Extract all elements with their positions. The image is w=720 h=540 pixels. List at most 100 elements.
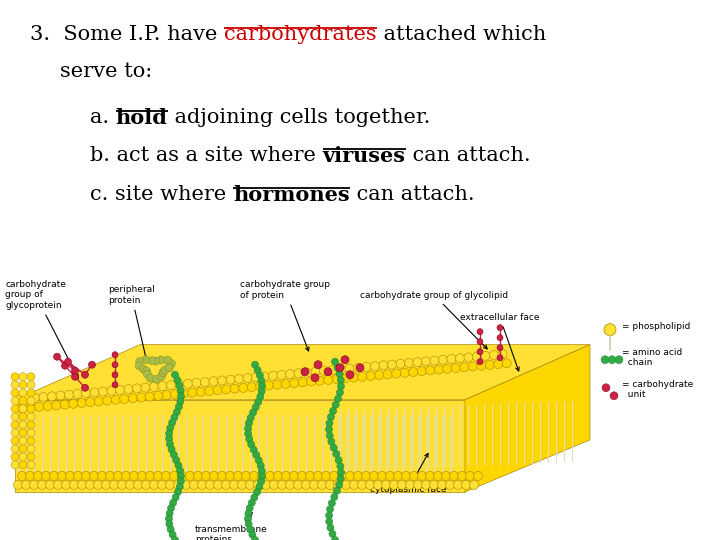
Circle shape <box>205 481 215 489</box>
Text: = carbohydrate
  unit: = carbohydrate unit <box>622 380 693 400</box>
Circle shape <box>330 407 336 414</box>
Circle shape <box>334 364 341 372</box>
Circle shape <box>390 481 398 489</box>
Circle shape <box>301 368 309 376</box>
Circle shape <box>68 399 78 408</box>
Circle shape <box>258 382 266 389</box>
Circle shape <box>441 471 451 481</box>
Circle shape <box>307 377 316 386</box>
Circle shape <box>186 471 194 481</box>
Circle shape <box>468 362 477 371</box>
Circle shape <box>286 369 294 379</box>
Circle shape <box>277 481 287 489</box>
Circle shape <box>345 364 354 373</box>
Circle shape <box>410 471 418 481</box>
Circle shape <box>327 524 334 531</box>
Circle shape <box>73 389 82 399</box>
Circle shape <box>11 437 19 445</box>
Circle shape <box>141 383 150 392</box>
Circle shape <box>165 364 173 372</box>
Circle shape <box>409 368 418 376</box>
Circle shape <box>171 451 177 458</box>
Circle shape <box>125 481 135 489</box>
Circle shape <box>260 372 269 381</box>
Circle shape <box>65 358 71 365</box>
Circle shape <box>27 381 35 389</box>
Circle shape <box>166 441 174 448</box>
Circle shape <box>369 471 379 481</box>
Circle shape <box>73 471 83 481</box>
Circle shape <box>490 350 498 360</box>
Circle shape <box>246 481 254 489</box>
Circle shape <box>400 368 409 377</box>
Circle shape <box>326 432 333 439</box>
Circle shape <box>166 515 173 522</box>
Circle shape <box>170 499 176 506</box>
Circle shape <box>163 356 171 364</box>
Circle shape <box>166 510 173 517</box>
Circle shape <box>379 361 388 370</box>
Circle shape <box>143 370 151 378</box>
Circle shape <box>19 413 27 421</box>
Text: adjoining cells together.: adjoining cells together. <box>168 108 430 127</box>
Circle shape <box>81 371 89 378</box>
Circle shape <box>146 374 154 382</box>
Text: serve to:: serve to: <box>60 62 152 80</box>
Circle shape <box>56 391 65 400</box>
Circle shape <box>30 394 40 402</box>
Circle shape <box>325 481 335 489</box>
Circle shape <box>89 471 99 481</box>
Circle shape <box>258 471 266 481</box>
Text: b. act as a site where: b. act as a site where <box>90 146 323 165</box>
Circle shape <box>222 481 230 489</box>
Circle shape <box>497 355 503 361</box>
Circle shape <box>174 481 182 489</box>
Circle shape <box>27 413 35 421</box>
Circle shape <box>261 481 271 489</box>
Circle shape <box>169 471 179 481</box>
Circle shape <box>165 364 173 372</box>
Circle shape <box>497 345 503 350</box>
Circle shape <box>171 371 179 378</box>
Circle shape <box>253 481 263 489</box>
Circle shape <box>277 370 286 380</box>
Circle shape <box>114 471 122 481</box>
Circle shape <box>204 387 214 396</box>
Circle shape <box>247 414 254 421</box>
Circle shape <box>333 450 340 457</box>
Circle shape <box>341 356 349 364</box>
Circle shape <box>19 437 27 445</box>
Circle shape <box>251 537 258 540</box>
Circle shape <box>34 471 42 481</box>
Circle shape <box>143 367 150 375</box>
Circle shape <box>341 481 351 489</box>
Circle shape <box>166 381 176 390</box>
Circle shape <box>481 352 490 360</box>
Circle shape <box>472 352 482 361</box>
Circle shape <box>19 445 27 453</box>
Circle shape <box>258 472 266 480</box>
Circle shape <box>19 373 27 381</box>
Circle shape <box>103 396 112 405</box>
Circle shape <box>27 429 35 437</box>
Circle shape <box>53 353 60 360</box>
Circle shape <box>251 494 258 501</box>
Circle shape <box>456 354 464 363</box>
Circle shape <box>494 360 503 369</box>
Circle shape <box>139 365 148 373</box>
Circle shape <box>102 481 110 489</box>
Circle shape <box>315 376 324 385</box>
Circle shape <box>167 526 174 533</box>
Circle shape <box>106 471 114 481</box>
Text: hormones: hormones <box>233 185 349 205</box>
Circle shape <box>42 471 50 481</box>
Circle shape <box>256 483 263 490</box>
Circle shape <box>179 389 188 398</box>
Circle shape <box>19 381 27 389</box>
Circle shape <box>94 481 102 489</box>
Polygon shape <box>465 345 590 492</box>
Circle shape <box>443 364 451 373</box>
Circle shape <box>161 366 168 374</box>
Text: carbohydrate group
of protein: carbohydrate group of protein <box>240 280 330 351</box>
Circle shape <box>61 481 71 489</box>
